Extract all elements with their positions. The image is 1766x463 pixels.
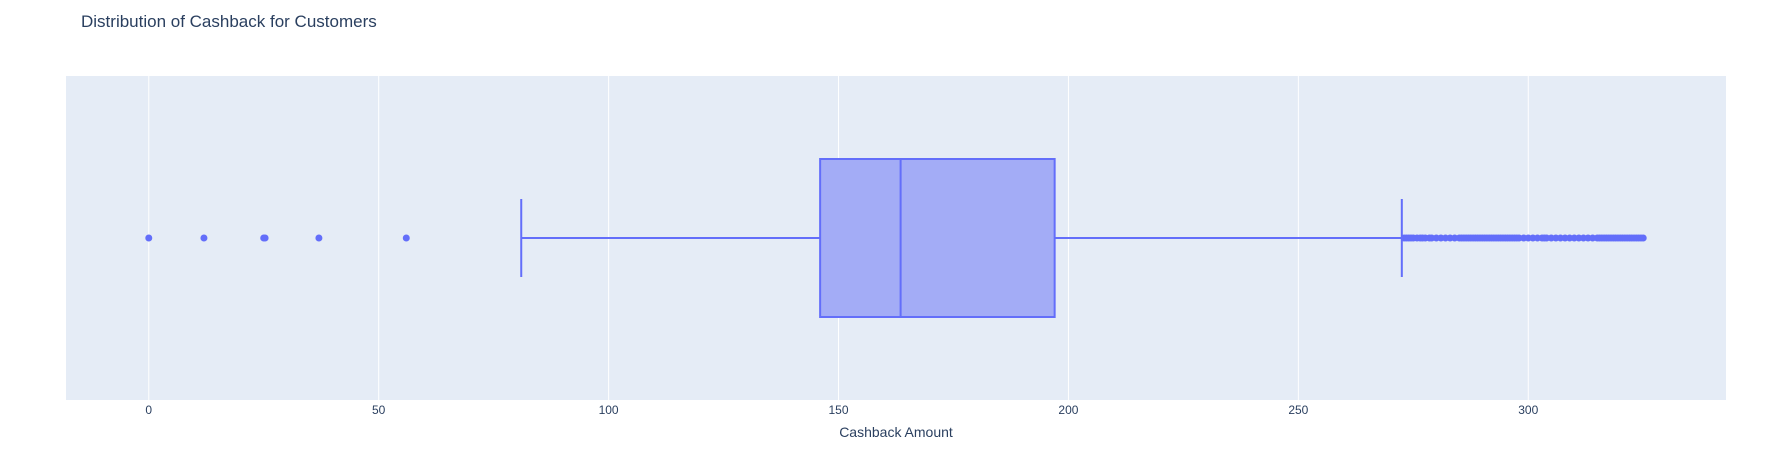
x-axis-title: Cashback Amount xyxy=(839,424,953,440)
outlier-point xyxy=(145,234,153,242)
x-tick-label: 250 xyxy=(1288,403,1308,417)
outlier-point xyxy=(402,234,410,242)
x-tick-label: 50 xyxy=(372,403,386,417)
outlier-point xyxy=(1639,234,1647,242)
x-tick-label: 100 xyxy=(599,403,619,417)
outlier-point xyxy=(261,234,269,242)
interquartile-box xyxy=(819,158,1056,318)
x-tick-label: 0 xyxy=(145,403,152,417)
x-tick-label: 300 xyxy=(1518,403,1538,417)
x-tick-label: 150 xyxy=(829,403,849,417)
chart-title: Distribution of Cashback for Customers xyxy=(81,12,377,31)
x-axis-ticks: 0 50 100 150 200 250 300 xyxy=(145,403,1538,417)
outlier-point xyxy=(200,234,208,242)
box-marks xyxy=(145,158,1647,318)
x-tick-label: 200 xyxy=(1058,403,1078,417)
outlier-point xyxy=(315,234,323,242)
